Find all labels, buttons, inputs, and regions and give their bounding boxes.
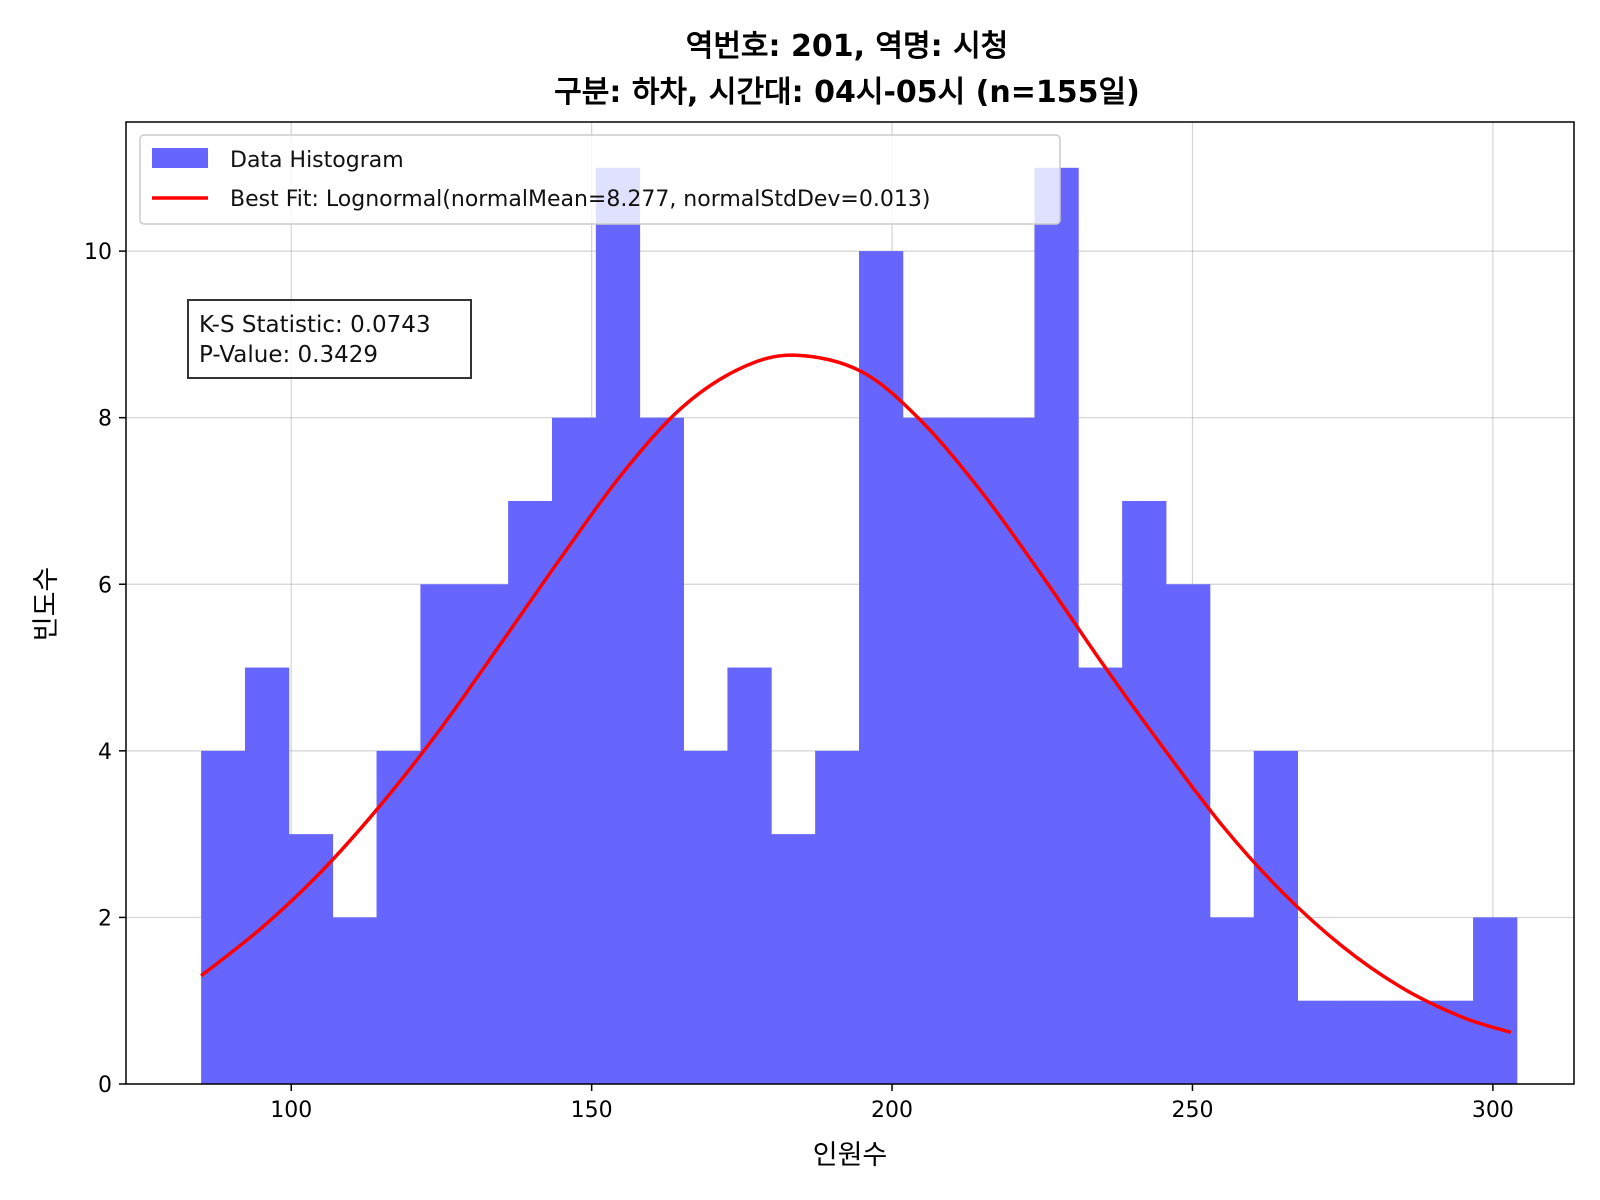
legend: Data Histogram Best Fit: Lognormal(norma… [139,134,1061,225]
stats-box: K-S Statistic: 0.0743 P-Value: 0.3429 [187,299,472,379]
x-tick-label: 250 [1171,1098,1213,1123]
legend-frame [139,134,1061,225]
x-axis-ticks: 100 150 200 250 300 [270,1084,1514,1123]
y-axis-label: 빈도수 [31,567,62,642]
histogram-bar [815,750,860,1084]
histogram-bar [1429,1000,1474,1084]
histogram-bar [902,417,948,1084]
y-tick-label: 4 [98,740,112,765]
x-tick-label: 200 [871,1098,913,1123]
x-tick-label: 150 [571,1098,613,1123]
histogram-bar [244,667,290,1084]
histogram-bar [420,584,465,1084]
histogram-bar [1166,584,1211,1084]
histogram-bar [1473,917,1518,1084]
stats-box-frame [187,299,472,379]
histogram-bar [1385,1000,1430,1084]
histogram-bar [376,750,421,1084]
histogram-bar [1253,750,1299,1084]
x-axis-label: 인원수 [813,1140,888,1171]
y-tick-label: 2 [98,906,112,931]
histogram-bar [595,167,641,1085]
histogram-bar [639,417,684,1084]
histogram-bar [683,750,728,1084]
fit-curve [200,353,1512,1035]
histogram-bar [508,500,553,1084]
y-axis-ticks: 0 2 4 6 8 10 [84,240,126,1098]
y-tick-label: 6 [98,573,112,598]
histogram-bar [1034,167,1079,1085]
plot-frame [125,121,1575,1085]
histogram-bar [1209,917,1255,1084]
x-tick-label: 300 [1472,1098,1514,1123]
histogram-bar [551,417,597,1084]
p-value-text: P-Value: 0.3429 [199,342,378,368]
histogram-bar [288,834,334,1084]
histogram-bar [859,251,904,1085]
legend-fit-label: Best Fit: Lognormal(normalMean=8.277, no… [230,187,930,212]
legend-histogram-swatch [152,148,208,168]
histogram-bar [332,917,377,1084]
histogram-bar [1297,1000,1342,1084]
x-tick-label: 100 [270,1098,312,1123]
legend-histogram-label: Data Histogram [230,148,404,173]
chart-title-line-1: 역번호: 201, 역명: 시청 [686,29,1009,64]
chart-title-line-2: 구분: 하차, 시간대: 04시-05시 (n=155일) [554,75,1140,110]
histogram-bar [990,417,1035,1084]
histogram-bar [464,584,509,1084]
ks-statistic-text: K-S Statistic: 0.0743 [199,312,431,338]
histogram-bar [1078,667,1123,1084]
histogram-bar [946,417,991,1084]
y-tick-label: 0 [98,1073,112,1098]
histogram-bar [727,667,772,1084]
histogram-bar [1122,500,1167,1084]
y-tick-label: 8 [98,407,112,432]
histogram-bar [1341,1000,1386,1084]
histogram-bar [201,750,246,1084]
histogram-bar [771,834,816,1084]
histogram-bars [201,167,1518,1085]
y-tick-label: 10 [84,240,112,265]
